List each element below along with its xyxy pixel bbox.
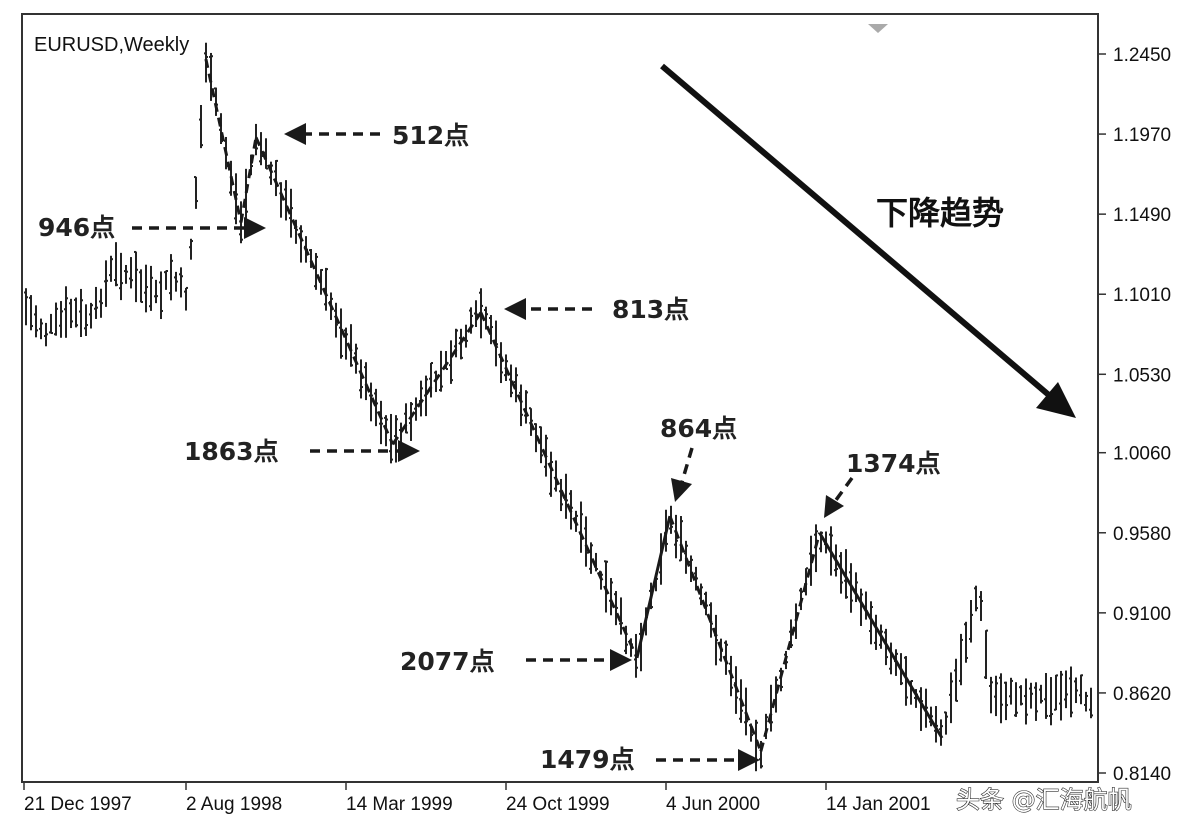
x-tick-label: 24 Oct 1999: [506, 794, 610, 815]
annotation-1479: 1479点: [540, 745, 760, 774]
wave-lines: [204, 58, 944, 752]
plot-frame: [21, 13, 1099, 783]
y-tick-label: 1.1490: [1113, 205, 1171, 226]
x-axis: 21 Dec 1997 2 Aug 1998 14 Mar 1999 24 Oct 1…: [23, 782, 931, 815]
annotation-864: 864点: [660, 414, 737, 502]
y-tick-label: 0.8140: [1113, 764, 1171, 785]
scroll-marker: [868, 24, 888, 33]
annotation-1374: 1374点: [824, 449, 941, 518]
wave-segment: [391, 311, 483, 446]
y-tick-label: 1.1010: [1113, 285, 1171, 306]
svg-text:1479点: 1479点: [540, 745, 635, 774]
svg-text:512点: 512点: [392, 121, 469, 150]
y-tick-label: 1.2450: [1113, 45, 1171, 66]
x-tick-label: 14 Mar 1999: [346, 794, 453, 815]
annotation-512: 512点: [284, 121, 469, 150]
y-tick-label: 1.0530: [1113, 365, 1171, 386]
svg-text:946点: 946点: [38, 213, 115, 242]
wave-segment: [635, 515, 672, 659]
svg-text:2077点: 2077点: [400, 647, 495, 676]
wave-segment: [818, 532, 944, 739]
annotation-2077: 2077点: [400, 647, 632, 676]
y-tick-label: 0.9100: [1113, 604, 1171, 625]
wave-segment: [479, 311, 639, 659]
chart-title: EURUSD,Weekly: [34, 34, 189, 56]
svg-text:864点: 864点: [660, 414, 737, 443]
y-tick-label: 1.1970: [1113, 125, 1171, 146]
y-axis: 1.2450 1.1970 1.1490 1.1010 1.0530 1.0060 0.95…: [1098, 45, 1171, 785]
x-tick-label: 14 Jan 2001: [826, 794, 931, 815]
annotation-1863: 1863点: [184, 437, 420, 466]
trend-label: 下降趋势: [876, 194, 1004, 232]
svg-text:1863点: 1863点: [184, 437, 279, 466]
x-tick-label: 4 Jun 2000: [666, 794, 760, 815]
annotation-946: 946点: [38, 213, 266, 242]
x-tick-label: 21 Dec 1997: [24, 794, 132, 815]
wave-segment: [239, 137, 258, 223]
svg-text:813点: 813点: [612, 295, 689, 324]
price-bars: [24, 42, 1093, 772]
wave-segment: [668, 515, 763, 752]
svg-text:1374点: 1374点: [846, 449, 941, 478]
watermark: 头条 @汇海航帆: [956, 786, 1132, 814]
downtrend-arrow: [660, 63, 1076, 418]
x-tick-label: 2 Aug 1998: [186, 794, 282, 815]
y-tick-label: 0.9580: [1113, 524, 1171, 545]
y-tick-label: 1.0060: [1113, 444, 1171, 465]
wave-segment: [254, 136, 395, 445]
y-tick-label: 0.8620: [1113, 684, 1171, 705]
wave-segment: [759, 532, 822, 752]
wave-segment: [204, 58, 243, 223]
annotation-813: 813点: [504, 295, 689, 324]
